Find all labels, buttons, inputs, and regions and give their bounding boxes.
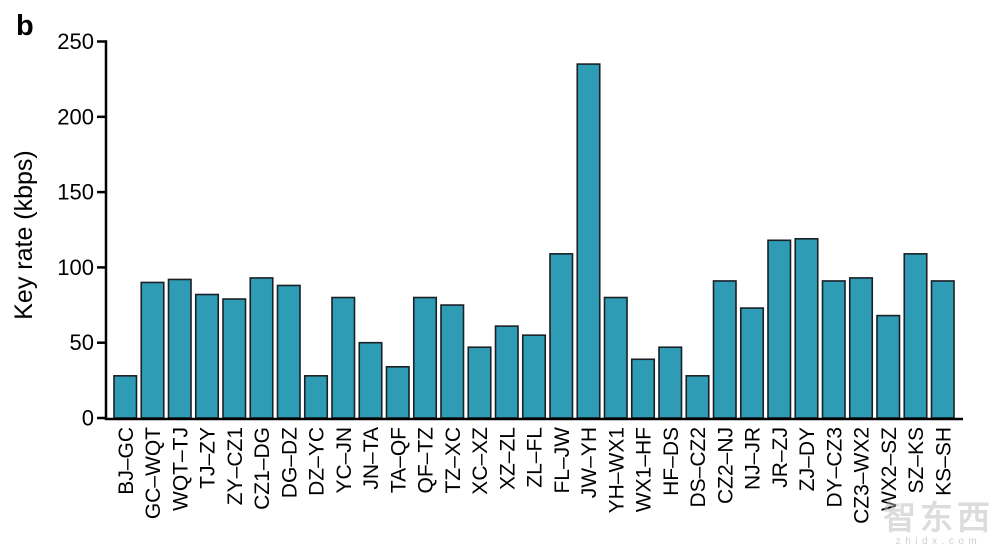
y-axis-title: Key rate (kbps) [10,150,38,320]
bar [358,341,383,419]
x-category-label: XZ–ZL [496,427,519,490]
x-category-label: KS–SH [932,427,955,496]
bar [331,296,356,419]
x-category-label: DS–CZ2 [687,427,710,508]
bar [276,284,301,419]
bar [549,253,574,419]
panel-label: b [16,10,34,42]
x-category-label: QF–TZ [415,427,438,494]
x-category-label: ZY–CZ1 [224,427,247,505]
y-tick-label: 250 [57,29,94,54]
x-category-label: WX1–HF [633,427,656,512]
x-category-label: CZ1–DG [251,427,274,510]
x-category-label: XC–XZ [469,427,492,495]
x-category-label: DY–CZ3 [823,427,846,508]
x-category-label: SZ–KS [905,427,928,494]
bar [848,277,874,419]
bar [603,296,628,419]
bar [303,375,329,419]
x-category-label: GC–WQT [142,427,165,519]
x-category-label: JW–YH [578,427,601,498]
bar [794,237,819,419]
x-category-label: WQT–TJ [169,427,192,511]
x-category-label: TJ–ZY [197,427,220,489]
y-tick-label: 150 [57,180,94,205]
bar [385,365,410,419]
y-tick-label: 200 [57,104,94,129]
bar [630,358,656,419]
bar [521,334,547,419]
x-category-label: YC–JN [333,427,356,494]
bar [658,346,683,419]
bar [821,280,846,419]
bar [440,304,465,419]
x-category-label: WX2–SZ [878,427,901,511]
x-category-label: YH–WX1 [605,427,628,513]
x-category-label: CZ3–WX2 [851,427,874,524]
bars-group [113,63,955,419]
bar [685,375,710,419]
x-category-label: ZJ–DY [796,427,819,491]
bar [903,253,928,419]
axis-labels-group: 0 50 100 150 200 250 BJ–GC GC–WQT WQT–TJ TJ–ZY ZY–… [57,29,955,524]
axes-group [97,40,963,421]
x-category-label: ZL–FL [524,427,547,488]
x-category-label: HF–DS [660,427,683,496]
bar [140,281,165,419]
x-category-label: CZ2–NJ [714,427,737,504]
y-tick-label: 50 [70,330,94,355]
bar [494,325,519,419]
bar [113,375,138,419]
x-category-label: DZ–YC [306,427,329,496]
bar [712,280,737,419]
y-tick-label: 0 [82,406,94,431]
x-category-label: NJ–JR [742,427,765,490]
x-category-label: JN–TA [360,427,383,490]
y-tick-label: 100 [57,255,94,280]
bar [222,298,247,419]
x-category-label: FL–JW [551,427,574,494]
bar [930,280,955,419]
bar [167,278,192,419]
x-category-label: BJ–GC [115,427,138,495]
bar [194,293,220,419]
bar [249,277,274,419]
x-category-label: JR–ZJ [769,427,792,488]
bar [467,346,492,419]
x-category-label: TZ–XC [442,427,465,494]
x-category-label: DG–DZ [278,427,301,498]
x-category-label: TA–QF [387,427,410,493]
bar [767,239,792,419]
bar [412,296,438,419]
bar [576,63,601,419]
bar [876,314,901,419]
bar [739,307,765,419]
